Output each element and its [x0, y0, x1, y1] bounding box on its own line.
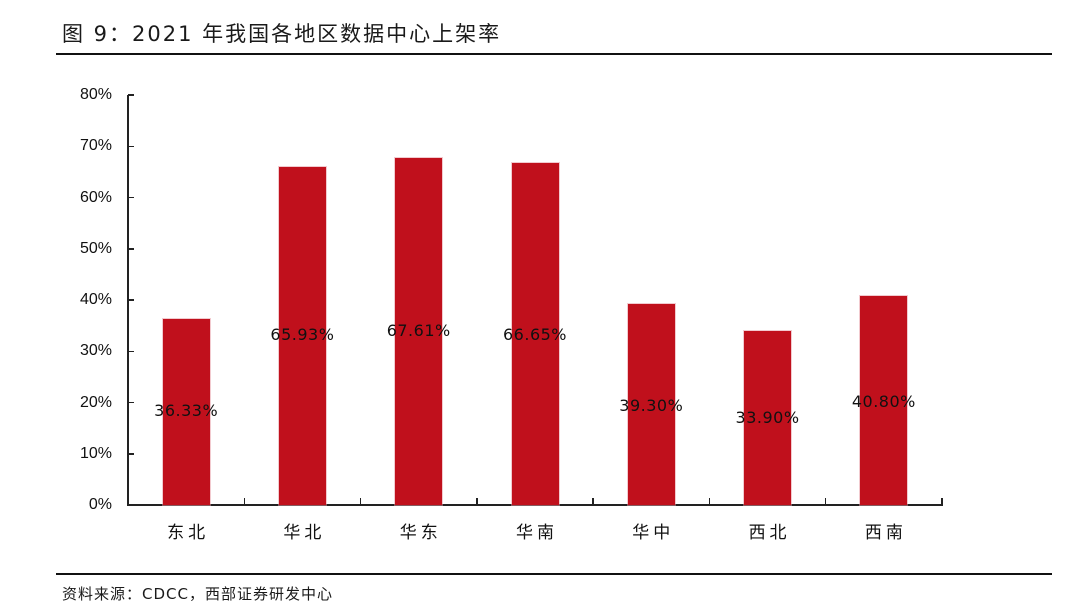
x-tick: [359, 498, 362, 505]
x-category-label: 华东: [399, 523, 442, 543]
y-tick-label: 0%: [88, 496, 112, 513]
y-tick: [128, 350, 134, 352]
y-tick: [128, 504, 134, 506]
x-tick: [708, 498, 711, 505]
bar-value-label: 65.93%: [270, 325, 335, 344]
x-tick: [476, 498, 478, 505]
figure-title: 图 9：2021 年我国各地区数据中心上架率: [62, 22, 502, 46]
bar-value-label: 36.33%: [154, 401, 219, 420]
x-category-label: 东北: [167, 523, 210, 543]
y-tick-label: 50%: [79, 239, 112, 257]
x-tick: [592, 498, 594, 505]
bar-value-label: 67.61%: [386, 321, 451, 340]
source-note: 资料来源：CDCC，西部证券研发中心: [62, 585, 333, 603]
x-tick: [941, 498, 943, 505]
y-tick: [128, 248, 134, 250]
bar-6: [860, 295, 908, 505]
x-axis: [127, 504, 943, 506]
bar-0: [162, 318, 210, 505]
x-category-label: 西北: [748, 523, 791, 543]
bar-value-label: 40.80%: [851, 392, 916, 411]
y-tick: [128, 299, 134, 301]
y-tick: [128, 145, 134, 147]
y-tick-label: 80%: [79, 86, 112, 103]
y-tick-label: 70%: [79, 137, 112, 155]
x-category-label: 西南: [864, 523, 907, 543]
y-tick-label: 10%: [79, 444, 112, 462]
bar-value-label: 39.30%: [619, 396, 684, 415]
y-tick-label: 60%: [79, 188, 112, 206]
y-tick: [128, 94, 134, 96]
x-category-label: 华南: [516, 523, 558, 543]
y-tick-label: 30%: [79, 342, 112, 360]
bar-2: [395, 158, 443, 505]
y-tick: [128, 453, 134, 455]
bar-3: [511, 163, 559, 505]
bar-value-label: 66.65%: [502, 325, 568, 344]
y-tick-label: 40%: [79, 291, 112, 308]
bar-5: [744, 331, 792, 505]
y-tick-label: 20%: [79, 393, 112, 411]
x-category-label: 华北: [283, 523, 326, 543]
y-tick: [128, 196, 134, 199]
y-tick: [128, 401, 134, 404]
bar-value-label: 33.90%: [735, 408, 800, 427]
bar-4: [627, 303, 675, 505]
x-tick: [824, 498, 827, 505]
x-tick: [243, 498, 246, 505]
title-divider: [56, 53, 1052, 55]
source-divider: [56, 573, 1052, 575]
bar-1: [278, 167, 326, 505]
x-category-label: 华中: [632, 523, 675, 543]
